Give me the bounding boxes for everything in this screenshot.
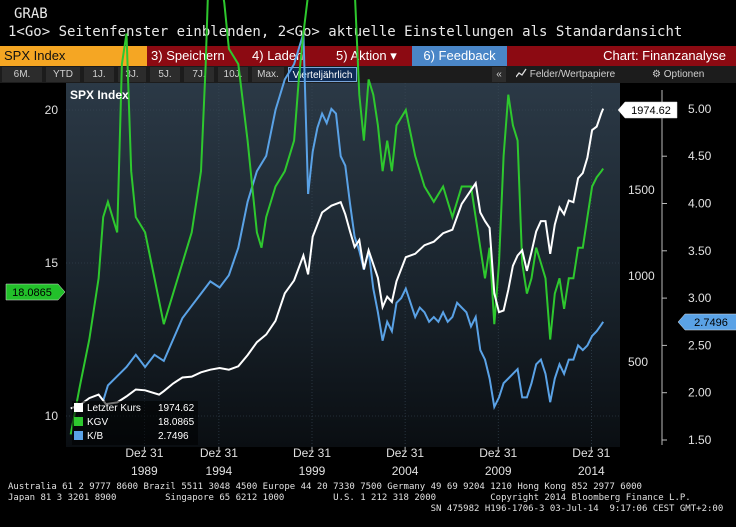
y2-tick-label: 3.00 (688, 291, 712, 305)
y2-tick-label: 2.50 (688, 338, 712, 352)
legend-value: 1974.62 (158, 403, 195, 414)
y3-tick-label: 1000 (628, 269, 655, 283)
y3-tick-label: 1500 (628, 183, 655, 197)
footer-line-3: SN 475982 H196-1706-3 03-Jul-14 9:17:06 … (8, 504, 724, 514)
x-tick-label: 2009 (485, 464, 512, 478)
footer-line-1: Australia 61 2 9777 8600 Brazil 5511 304… (8, 482, 642, 492)
period-button[interactable]: 1J. (84, 67, 114, 82)
command-line-1: GRAB (14, 6, 48, 22)
y2-tick-label: 1.50 (688, 433, 712, 447)
x-tick-label: Dez 31 (386, 446, 424, 460)
legend-label: KGV (87, 417, 109, 428)
y-tick-label: 15 (45, 256, 59, 270)
x-tick-label: 2014 (578, 464, 605, 478)
y2-tick-label: 5.00 (688, 102, 712, 116)
footer: Australia 61 2 9777 8600 Brazil 5511 304… (8, 482, 723, 515)
y2-tick-label: 4.50 (688, 149, 712, 163)
legend-swatch (74, 403, 83, 412)
period-button[interactable]: YTD (46, 67, 80, 82)
gear-icon: ⚙ (652, 69, 661, 80)
load-label: Laden (267, 48, 304, 63)
options-button[interactable]: ⚙ Optionen (652, 67, 704, 82)
options-label: Optionen (663, 69, 705, 80)
legend-item-pe: KGV 18.0865 (74, 417, 194, 429)
x-tick-label: 2004 (392, 464, 419, 478)
x-tick-label: 1994 (206, 464, 233, 478)
load-button[interactable]: 4) Laden (252, 46, 303, 66)
action-label: Aktion (350, 48, 387, 63)
period-button[interactable]: 5J. (150, 67, 180, 82)
period-button[interactable]: 3J. (118, 67, 146, 82)
save-num: 3) (151, 48, 163, 63)
x-tick-label: Dez 31 (125, 446, 163, 460)
legend-value: 2.7496 (158, 431, 189, 442)
feedback-label: Feedback (438, 48, 496, 63)
x-tick-label: 1989 (131, 464, 158, 478)
label-text: 18.0865 (12, 287, 52, 299)
footer-line-2: Japan 81 3 3201 8900 Singapore 65 6212 1… (8, 493, 691, 503)
legend-item-price: Letzter Kurs 1974.62 (74, 403, 194, 415)
x-tick-label: Dez 31 (293, 446, 331, 460)
save-button[interactable]: 3) Speichern (151, 46, 225, 66)
chart-title: SPX Index (70, 88, 129, 102)
label-box (5, 283, 66, 301)
legend-item-pb: K/B 2.7496 (74, 431, 189, 443)
last-value-pe: 18.0865 (5, 283, 66, 301)
y2-tick-label: 2.00 (688, 386, 712, 400)
chevron-down-icon: ▾ (390, 48, 397, 63)
legend-swatch (74, 431, 83, 440)
y2-tick-label: 4.00 (688, 197, 712, 211)
y2-tick-label: 3.50 (688, 244, 712, 258)
legend-label: K/B (87, 431, 104, 442)
last-value-pb: 2.7496 (677, 313, 736, 331)
x-tick-label: 1999 (299, 464, 326, 478)
securities-button[interactable]: Felder/Wertpapiere (515, 67, 616, 82)
label-text: 1974.62 (631, 105, 671, 117)
feedback-num: 6) (423, 48, 435, 63)
function-toolbar: SPX Index 3) Speichern 4) Laden 5) Aktio… (0, 46, 736, 66)
label-box (677, 313, 736, 331)
y-tick-label: 10 (45, 409, 59, 423)
collapse-button[interactable]: « (492, 67, 506, 82)
legend-label: Letzter Kurs (87, 403, 141, 414)
legend-value: 18.0865 (158, 417, 195, 428)
chart-area: 10152025301.502.002.503.003.504.004.505.… (5, 0, 736, 478)
chart-type-title: Chart: Finanzanalyse (603, 48, 726, 63)
last-value-price: 1974.62 (617, 101, 678, 119)
legend: Letzter Kurs 1974.62 KGV 18.0865 K/B 2.7… (72, 401, 198, 445)
securities-label: Felder/Wertpapiere (529, 69, 616, 80)
x-tick-label: Dez 31 (479, 446, 517, 460)
command-line-2: 1<Go> Seitenfenster einblenden, 2<Go> ak… (8, 24, 683, 40)
action-menu-button[interactable]: 5) Aktion ▾ (336, 46, 397, 66)
legend-swatch (74, 417, 83, 426)
y-tick-label: 20 (45, 103, 59, 117)
label-box (617, 101, 678, 119)
period-button[interactable]: Max. (252, 67, 284, 82)
series-line-pe (69, 0, 605, 435)
chart-edit-icon (515, 68, 527, 78)
action-num: 5) (336, 48, 348, 63)
series-line-price (70, 108, 605, 410)
x-tick-label: Dez 31 (200, 446, 238, 460)
save-label: Speichern (166, 48, 225, 63)
feedback-button[interactable]: 6) Feedback (412, 46, 507, 66)
y3-tick-label: 500 (628, 355, 648, 369)
period-button[interactable]: 7J. (184, 67, 214, 82)
x-tick-label: Dez 31 (572, 446, 610, 460)
series-line-pb (307, 107, 605, 411)
series-line-pb-early (102, 33, 310, 401)
load-num: 4) (252, 48, 264, 63)
ticker-field[interactable]: SPX Index (0, 46, 147, 66)
period-button[interactable]: 6M. (2, 67, 42, 82)
label-text: 2.7496 (694, 317, 728, 329)
